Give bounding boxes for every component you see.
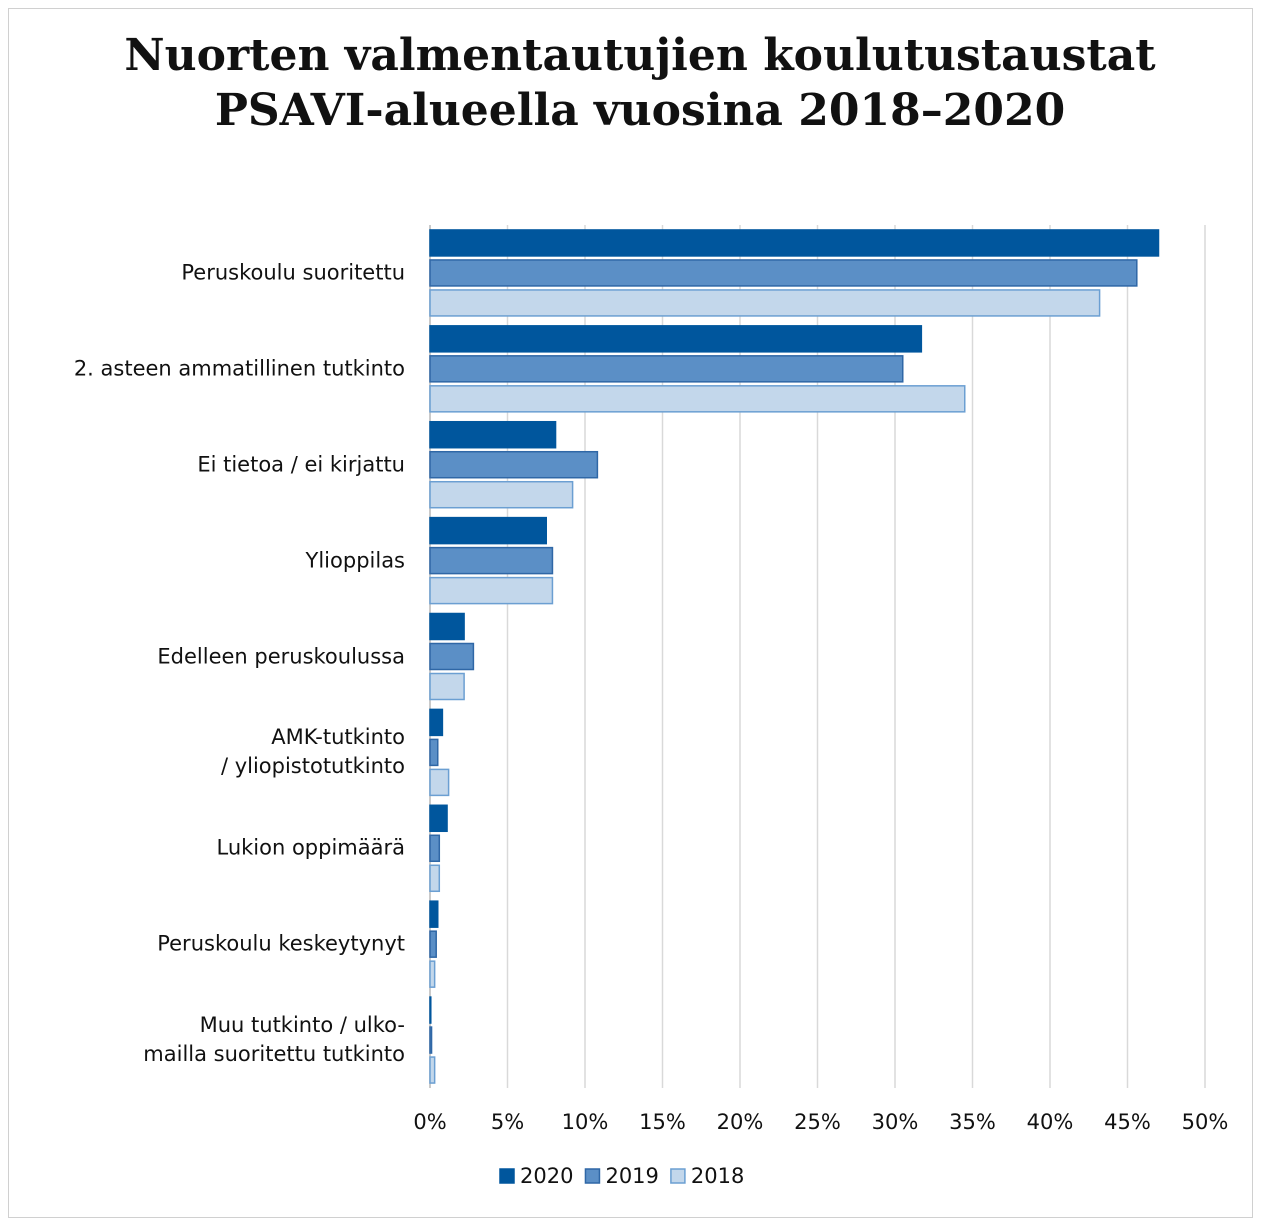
bar [429, 420, 557, 449]
y-tick-label: Peruskoulu suoritettu [181, 260, 405, 285]
bar [429, 642, 475, 671]
bar [429, 864, 441, 893]
bar [429, 738, 439, 767]
bar [429, 768, 450, 797]
bar [429, 546, 554, 575]
bar [429, 480, 574, 509]
legend-swatch [670, 1168, 686, 1184]
x-tick-label: 15% [639, 1110, 686, 1134]
bar [429, 960, 436, 988]
bar [429, 325, 923, 353]
bar [429, 708, 444, 737]
bar [429, 385, 966, 413]
x-tick-label: 45% [1104, 1110, 1151, 1134]
bar [429, 1056, 436, 1084]
legend-label: 2019 [605, 1164, 658, 1188]
x-tick-label: 5% [491, 1110, 524, 1134]
bar [429, 259, 1138, 287]
x-tick-label: 10% [562, 1110, 609, 1134]
bar [429, 804, 448, 833]
x-tick-label: 0% [413, 1110, 446, 1134]
bar [429, 516, 547, 545]
x-tick-label: 35% [949, 1110, 996, 1134]
legend-swatch [584, 1168, 601, 1184]
legend-label: 2020 [520, 1164, 573, 1188]
bar [429, 834, 441, 863]
bar [429, 450, 599, 479]
y-tick-label: Ylioppilas [305, 548, 405, 573]
y-tick-label: 2. asteen ammatillinen tutkinto [73, 356, 405, 381]
y-tick-label: AMK-tutkinto / yliopistotutkinto [220, 725, 405, 779]
bar [429, 576, 554, 605]
bar [429, 289, 1101, 317]
y-tick-label: Edelleen peruskoulussa [157, 644, 405, 668]
bar [429, 612, 465, 641]
y-tick-label: Ei tietoa / ei kirjattu [197, 452, 405, 477]
chart-title: Nuorten valmentautujien koulutustaustat … [124, 30, 1156, 136]
legend-swatch [499, 1168, 515, 1184]
bar [429, 930, 437, 958]
bar [429, 900, 439, 928]
y-tick-label: Lukion oppimäärä [216, 835, 405, 860]
x-tick-label: 25% [794, 1110, 841, 1134]
x-tick-label: 50% [1182, 1110, 1229, 1134]
y-tick-label: Muu tutkinto / ulko- mailla suoritettu t… [143, 1013, 405, 1067]
bar [429, 355, 904, 383]
x-tick-label: 40% [1027, 1110, 1074, 1134]
x-tick-label: 20% [717, 1110, 764, 1134]
bar [429, 672, 465, 701]
y-tick-label: Peruskoulu keskeytynyt [157, 931, 405, 956]
bar [429, 1026, 433, 1054]
x-tick-label: 30% [872, 1110, 919, 1134]
bar [429, 229, 1160, 257]
bar [429, 996, 432, 1024]
legend-label: 2018 [691, 1164, 744, 1188]
